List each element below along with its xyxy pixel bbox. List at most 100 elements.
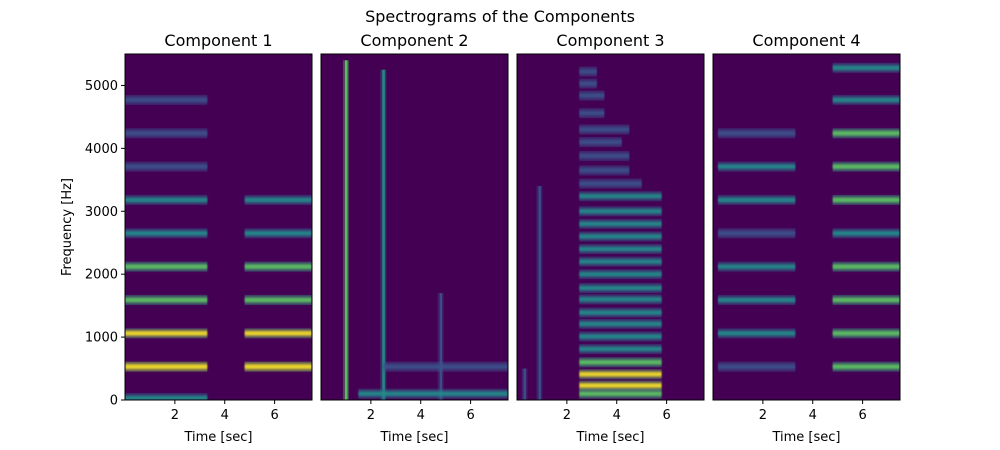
y-tick-label: 5000 [85, 79, 118, 94]
transient-mark [538, 186, 541, 400]
harmonic-band [579, 333, 662, 339]
plot-frame [124, 53, 313, 401]
harmonic-band [579, 139, 622, 145]
y-tick-label: 3000 [85, 205, 118, 220]
y-tick-label: 0 [110, 394, 118, 409]
transient-mark [439, 293, 443, 400]
harmonic-band [125, 264, 208, 270]
harmonic-band [125, 330, 208, 336]
spectrogram-panel-4: Component 4 2 4 6 Time [sec] [712, 31, 901, 445]
spectrogram-panel-1: Component 1 2 4 6 Time [sec] 0 1000 2000 3000 400… [60, 31, 313, 445]
harmonic-band [125, 297, 208, 303]
harmonic-band [579, 167, 630, 173]
panel-title: Component 3 [556, 31, 664, 50]
harmonic-band [832, 197, 900, 203]
harmonic-band [579, 110, 605, 116]
x-tick-label: 4 [809, 408, 817, 423]
panel-title: Component 2 [360, 31, 468, 50]
harmonic-band [244, 197, 312, 203]
plot-frame [516, 53, 705, 401]
harmonic-band [383, 364, 508, 370]
x-tick-label: 2 [563, 408, 571, 423]
x-axis-label: Time [sec] [771, 430, 840, 445]
harmonic-band [579, 259, 662, 265]
harmonic-band [125, 197, 208, 203]
plot-background [713, 54, 900, 400]
harmonic-band [125, 164, 208, 170]
y-axis-label: Frequency [Hz] [60, 178, 75, 276]
x-tick-label: 4 [417, 408, 425, 423]
harmonic-band [717, 330, 796, 336]
spectrogram-panel-2: Component 2 2 4 6 Time [sec] [320, 31, 509, 445]
harmonic-band [579, 93, 605, 99]
harmonic-band [832, 164, 900, 170]
harmonic-band [579, 126, 630, 132]
harmonic-band [579, 271, 662, 277]
harmonic-band [358, 391, 508, 397]
harmonic-band [125, 364, 208, 370]
harmonic-band [832, 230, 900, 236]
plot-frame [320, 53, 509, 401]
harmonic-band [244, 330, 312, 336]
harmonic-band [717, 164, 796, 170]
harmonic-band [832, 97, 900, 103]
x-tick-label: 4 [613, 408, 621, 423]
harmonic-band [832, 130, 900, 136]
panel-title: Component 1 [164, 31, 272, 50]
harmonic-band [717, 197, 796, 203]
x-tick-label: 6 [662, 408, 670, 423]
transient-mark [523, 368, 526, 400]
x-axis-label: Time [sec] [183, 430, 252, 445]
harmonic-band [579, 233, 662, 239]
plot-frame [712, 53, 901, 401]
harmonic-band [832, 297, 900, 303]
harmonic-band [579, 359, 662, 365]
harmonic-band [579, 321, 662, 327]
x-tick-label: 2 [367, 408, 375, 423]
plot-background [125, 54, 312, 400]
y-tick-label: 2000 [85, 268, 118, 283]
harmonic-band [579, 310, 662, 316]
harmonic-band [579, 346, 662, 352]
harmonic-band [579, 246, 662, 252]
harmonic-band [579, 285, 662, 291]
plot-background [517, 54, 704, 400]
harmonic-band [717, 230, 796, 236]
harmonic-band [579, 193, 662, 199]
plot-background [321, 54, 508, 400]
x-tick-label: 6 [270, 408, 278, 423]
spectrogram-panel-3: Component 3 2 4 6 Time [sec] [516, 31, 705, 445]
harmonic-band [125, 130, 208, 136]
harmonic-band [125, 230, 208, 236]
panel-title: Component 4 [752, 31, 860, 50]
harmonic-band [125, 395, 208, 400]
x-tick-label: 6 [858, 408, 866, 423]
harmonic-band [717, 364, 796, 370]
harmonic-band [244, 364, 312, 370]
x-axis-label: Time [sec] [379, 430, 448, 445]
harmonic-band [244, 230, 312, 236]
x-tick-label: 4 [221, 408, 229, 423]
harmonic-band [579, 208, 662, 214]
figure-suptitle: Spectrograms of the Components [365, 7, 635, 26]
harmonic-band [579, 383, 662, 389]
harmonic-band [579, 81, 597, 87]
harmonic-band [832, 65, 900, 71]
harmonic-band [832, 364, 900, 370]
transient-mark [382, 69, 385, 400]
harmonic-band [579, 69, 597, 75]
x-tick-label: 2 [759, 408, 767, 423]
x-tick-label: 2 [171, 408, 179, 423]
harmonic-band [244, 297, 312, 303]
x-tick-label: 6 [466, 408, 474, 423]
x-axis-label: Time [sec] [575, 430, 644, 445]
transient-mark [344, 60, 348, 400]
harmonic-band [717, 297, 796, 303]
harmonic-band [579, 181, 642, 187]
harmonic-band [579, 296, 662, 302]
harmonic-band [579, 221, 662, 227]
y-tick-label: 1000 [85, 331, 118, 346]
harmonic-band [832, 330, 900, 336]
harmonic-band [717, 264, 796, 270]
